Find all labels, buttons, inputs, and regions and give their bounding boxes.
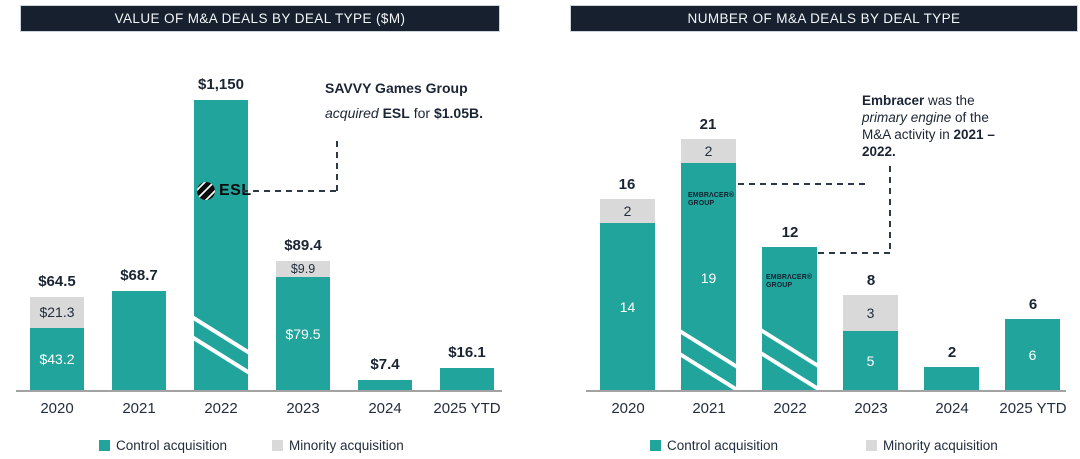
value-2020-total-label: $64.5 — [38, 273, 76, 290]
value-2022-total-label: $1,150 — [198, 76, 244, 93]
savvy-annotation: SAVVY Games Group acquired ESL for $1.05… — [325, 80, 483, 121]
value-category-2022: 2022 — [204, 400, 238, 417]
number-category-2022: 2022 — [773, 400, 807, 417]
value-2020-minority-segment — [30, 297, 84, 328]
number-chart-header: NUMBER OF M&A DEALS BY DEAL TYPE — [570, 5, 1078, 32]
number-2022-control-segment — [762, 247, 817, 391]
axis-break-mark — [194, 313, 248, 357]
value-x-axis — [16, 390, 502, 392]
embracer-connector-line — [738, 183, 866, 185]
number-2023-minority-label: 3 — [866, 305, 875, 321]
esl-globe-icon — [197, 182, 215, 200]
embracer-annotation-bold: Embracer — [862, 93, 925, 108]
value-2023-control-label: $79.5 — [285, 326, 321, 342]
embracer-connector-line — [889, 166, 891, 254]
savvy-annotation-bold: SAVVY Games Group — [325, 80, 468, 96]
number-2021-total-label: 21 — [699, 116, 717, 133]
value-chart-title: VALUE OF M&A DEALS BY DEAL TYPE ($M) — [114, 11, 406, 26]
number-2020-control-label: 14 — [619, 299, 636, 315]
number-legend-control: Control acquisition — [650, 438, 778, 453]
control-swatch-icon — [99, 440, 110, 451]
embracer-connector-line — [818, 252, 891, 254]
number-2023-control-segment — [843, 331, 898, 391]
number-2025-total-label: 6 — [1028, 296, 1038, 313]
value-category-2023: 2023 — [286, 400, 320, 417]
value-category-2021: 2021 — [122, 400, 156, 417]
esl-connector-line — [242, 190, 338, 192]
number-2025-control-label: 6 — [1028, 347, 1037, 363]
value-2023-control-segment — [276, 277, 330, 391]
legend-label: Minority acquisition — [289, 438, 404, 453]
value-chart-header: VALUE OF M&A DEALS BY DEAL TYPE ($M) — [20, 5, 500, 32]
axis-break-mark — [681, 349, 736, 391]
number-chart-title: NUMBER OF M&A DEALS BY DEAL TYPE — [687, 11, 961, 26]
number-2024-total-label: 2 — [947, 344, 957, 361]
esl-connector-line — [336, 141, 338, 192]
value-2023-total-label: $89.4 — [284, 237, 322, 254]
number-x-axis — [586, 390, 1066, 392]
number-2021-minority-segment — [681, 139, 736, 163]
value-2025-control-segment — [440, 368, 494, 391]
number-2020-minority-label: 2 — [623, 203, 632, 219]
number-category-2024: 2024 — [935, 400, 969, 417]
value-2024-total-label: $7.4 — [370, 356, 400, 373]
legend-label: Control acquisition — [667, 438, 779, 453]
value-2025-total-label: $16.1 — [448, 344, 486, 361]
number-2023-control-label: 5 — [866, 353, 875, 369]
savvy-annotation-italic: acquired — [325, 105, 383, 121]
legend-label: Minority acquisition — [883, 438, 998, 453]
axis-break-mark — [762, 348, 817, 391]
value-legend-control: Control acquisition — [99, 438, 227, 453]
number-category-2021: 2021 — [692, 400, 726, 417]
value-2020-control-label: $43.2 — [39, 351, 75, 367]
minority-swatch-icon — [272, 440, 283, 451]
value-2021-total-label: $68.7 — [120, 267, 158, 284]
value-category-2025ytd: 2025 YTD — [433, 400, 501, 417]
esl-logo: ESL — [196, 181, 252, 201]
value-2021-control-segment — [112, 291, 166, 391]
value-2022-control-segment — [194, 100, 248, 391]
embracer-group-logo: EMBRΛCER® GROUP — [766, 274, 813, 289]
number-category-2020: 2020 — [611, 400, 645, 417]
embracer-annotation-italic: primary engine — [862, 110, 952, 125]
number-category-2023: 2023 — [854, 400, 888, 417]
number-2021-control-segment — [681, 163, 736, 391]
legend-label: Control acquisition — [116, 438, 228, 453]
value-category-2024: 2024 — [368, 400, 402, 417]
value-2020-minority-label: $21.3 — [39, 304, 75, 320]
axis-break-mark — [762, 325, 817, 371]
value-2023-minority-label: $9.9 — [290, 262, 316, 276]
number-2021-control-label: 19 — [700, 270, 717, 286]
esl-logo-text: ESL — [219, 182, 252, 199]
value-legend-minority: Minority acquisition — [272, 438, 404, 453]
value-2020-control-segment — [30, 328, 84, 391]
number-2022-total-label: 12 — [781, 224, 799, 241]
axis-break-mark — [681, 326, 736, 372]
number-2020-total-label: 16 — [618, 176, 636, 193]
number-2021-minority-label: 2 — [704, 143, 713, 159]
axis-break-mark — [194, 333, 248, 377]
number-legend-minority: Minority acquisition — [866, 438, 998, 453]
number-2024-control-segment — [924, 367, 979, 391]
control-swatch-icon — [650, 440, 661, 451]
number-2023-minority-segment — [843, 295, 898, 331]
number-2020-control-segment — [600, 223, 655, 391]
embracer-annotation: Embracer was the primary engine of the M… — [862, 93, 995, 159]
number-2025-control-segment — [1005, 319, 1060, 391]
minority-swatch-icon — [866, 440, 877, 451]
value-2023-minority-segment — [276, 261, 330, 277]
number-2023-total-label: 8 — [866, 272, 876, 289]
embracer-group-logo: EMBRΛCER® GROUP — [688, 192, 735, 207]
number-category-2025ytd: 2025 YTD — [999, 400, 1067, 417]
number-2020-minority-segment — [600, 199, 655, 223]
value-2024-control-segment — [358, 380, 412, 391]
value-category-2020: 2020 — [40, 400, 74, 417]
